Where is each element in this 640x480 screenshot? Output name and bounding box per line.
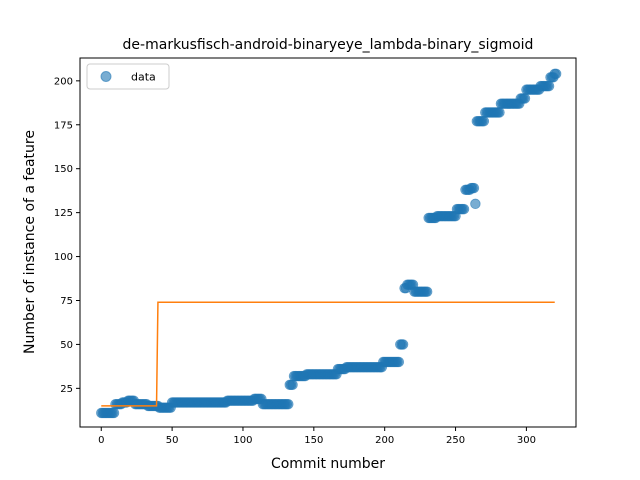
legend-marker-data (100, 71, 112, 82)
data-point (543, 80, 555, 92)
x-axis-label: Commit number (271, 456, 385, 472)
legend: data (86, 63, 170, 90)
data-point (468, 182, 480, 194)
fit-line-layer (101, 301, 555, 407)
y-tick-label: 75 (60, 296, 73, 307)
data-point (458, 203, 470, 215)
data-point (397, 339, 409, 350)
y-axis-label: Number of instance of a feature (22, 130, 38, 354)
data-point (393, 356, 405, 368)
data-point (494, 107, 505, 118)
axes-frame (79, 57, 577, 428)
data-point (550, 68, 562, 80)
x-axis: 0 50 100 150 200 250 300 (98, 427, 536, 446)
y-tick-label: 200 (54, 76, 73, 87)
scatter-points (96, 68, 562, 419)
x-tick-label: 0 (98, 435, 104, 446)
data-point (470, 198, 481, 210)
x-tick-label: 250 (446, 435, 465, 446)
x-tick-label: 300 (517, 435, 536, 446)
y-tick-label: 100 (54, 252, 73, 263)
y-tick-label: 150 (54, 164, 73, 175)
data-point (287, 379, 298, 391)
x-tick-label: 200 (375, 435, 394, 446)
y-tick-label: 125 (54, 208, 73, 219)
data-point (519, 93, 531, 104)
data-point (108, 407, 120, 419)
fit-line (101, 301, 555, 407)
chart-title: de-markusfisch-android-binaryeye_lambda-… (123, 37, 534, 53)
x-tick-label: 50 (166, 435, 179, 446)
legend-box (86, 63, 170, 90)
plot-area (79, 57, 577, 428)
y-tick-label: 25 (60, 384, 73, 395)
legend-label-data: data (131, 71, 156, 84)
y-axis: 25 50 75 100 125 150 175 200 (54, 76, 80, 395)
y-tick-label: 175 (54, 120, 73, 131)
data-point (283, 398, 294, 410)
x-tick-label: 100 (233, 435, 252, 446)
data-point (422, 286, 433, 297)
x-tick-label: 150 (304, 435, 323, 446)
y-tick-label: 50 (60, 340, 73, 351)
data-point (478, 116, 490, 127)
